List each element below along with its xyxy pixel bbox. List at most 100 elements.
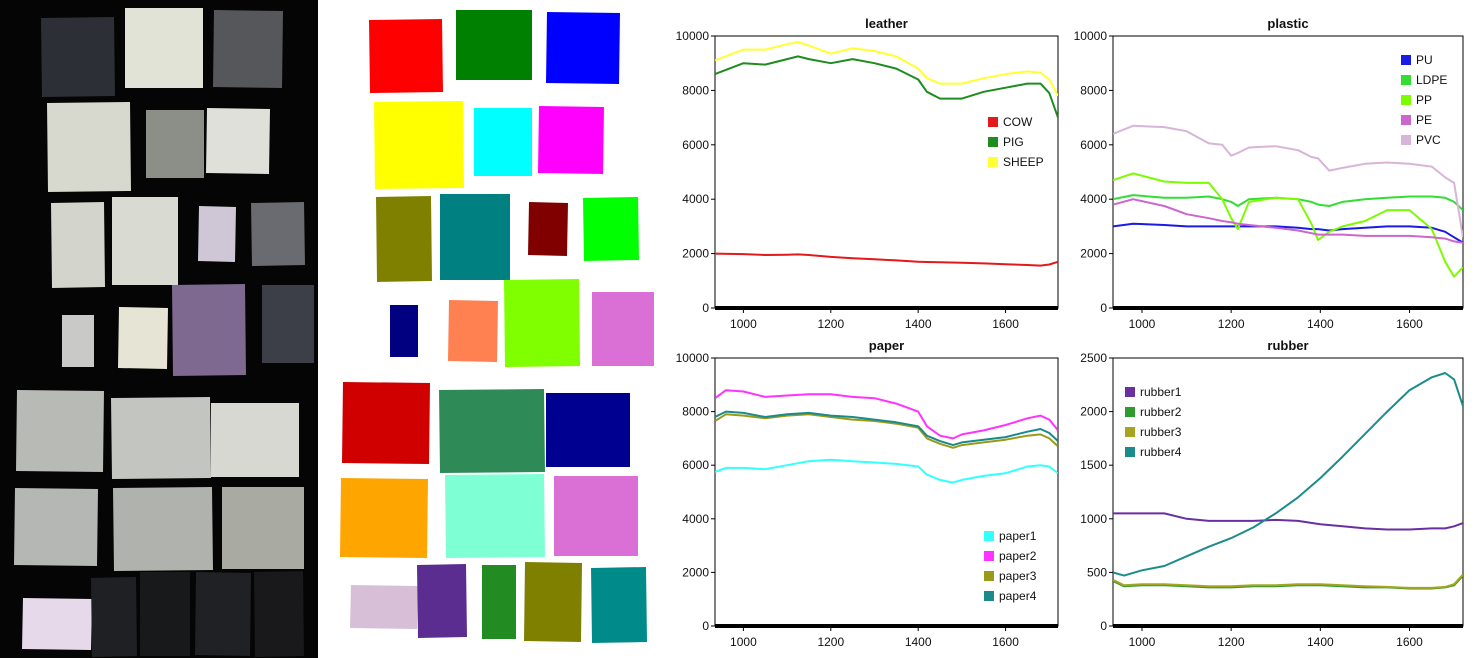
photo-sample-10 [251,202,305,266]
legend-label-pvc: PVC [1416,133,1441,147]
photo-sample-24 [195,572,251,656]
legend-label-rubber2: rubber2 [1140,405,1182,419]
series-line-paper2 [715,389,1058,440]
y-tick-label: 2000 [1080,405,1107,419]
y-tick-label: 6000 [682,138,709,152]
legend-swatch-rubber3 [1125,427,1135,437]
y-tick-label: 4000 [682,192,709,206]
mask-region-7 [376,196,432,282]
legend-label-rubber1: rubber1 [1140,385,1182,399]
chart-title: rubber [1267,338,1308,353]
chart-title: plastic [1267,16,1308,31]
chart-title: paper [869,338,904,353]
x-tick-label: 1000 [1129,317,1156,331]
y-tick-label: 6000 [682,458,709,472]
y-tick-label: 8000 [1080,83,1107,97]
legend-label-paper3: paper3 [999,569,1037,583]
mask-region-13 [504,279,580,367]
legend-label-paper4: paper4 [999,589,1037,603]
mask-region-4 [374,101,464,189]
mask-region-18 [340,478,428,558]
legend-label-cow: COW [1003,115,1033,129]
mask-region-25 [591,567,647,643]
y-tick-label: 8000 [682,405,709,419]
legend-label-pu: PU [1416,53,1433,67]
mask-region-17 [546,393,630,467]
y-tick-label: 1000 [1080,512,1107,526]
x-tick-label: 1400 [1307,317,1334,331]
legend-label-rubber4: rubber4 [1140,445,1182,459]
photo-sample-3 [213,10,283,88]
x-tick-label: 1600 [992,317,1019,331]
legend-swatch-rubber4 [1125,447,1135,457]
legend-swatch-paper3 [984,571,994,581]
chart-title: leather [865,16,908,31]
y-tick-label: 8000 [682,83,709,97]
mask-region-5 [474,108,532,176]
y-tick-label: 4000 [682,512,709,526]
y-tick-label: 4000 [1080,192,1107,206]
series-line-rubber1 [1113,512,1463,531]
series-line-rubber4 [1113,372,1463,577]
legend-swatch-pp [1401,95,1411,105]
legend-swatch-cow [988,117,998,127]
chart-leather: leather 0 2000 4000 6000 8000 10000 1000 1200 140… [676,16,1059,331]
legend-label-paper2: paper2 [999,549,1037,563]
photo-sample-12 [118,307,168,369]
mask-region-19 [445,474,545,558]
y-tick-label: 0 [702,619,709,633]
chart-rubber: rubber 0 500 1000 1500 2000 2500 1000 1200 1400 16… [1080,338,1464,649]
photo-sample-7 [51,202,105,288]
mask-region-15 [342,382,430,464]
mask-region-11 [390,305,418,357]
y-tick-label: 0 [702,301,709,315]
plot-frame [714,35,1059,309]
mask-region-21 [350,585,418,629]
photo-sample-17 [211,403,299,477]
x-tick-label: 1400 [1307,635,1334,649]
mask-region-2 [456,10,532,80]
x-tick-label: 1000 [730,317,757,331]
legend-swatch-pig [988,137,998,147]
series-line-pu [1113,222,1463,244]
y-tick-label: 2000 [1080,247,1107,261]
legend-swatch-pe [1401,115,1411,125]
mask-region-23 [482,565,516,639]
x-tick-label: 1200 [1218,317,1245,331]
mask-region-6 [538,106,604,174]
series-line-paper1 [715,458,1058,484]
legend-swatch-rubber2 [1125,407,1135,417]
x-tick-label: 1600 [1396,635,1423,649]
photo-sample-2 [125,8,203,88]
y-tick-label: 0 [1100,619,1107,633]
legend-swatch-sheep [988,157,998,167]
photo-sample-11 [62,315,94,367]
photo-sample-19 [113,487,213,571]
series-line-pp [1113,172,1463,278]
x-tick-label: 1000 [730,635,757,649]
mask-region-1 [369,19,443,93]
photo-sample-15 [16,390,104,472]
y-tick-label: 10000 [1074,29,1108,43]
legend-swatch-paper2 [984,551,994,561]
series-line-rubber2 [1113,574,1463,590]
legend-label-rubber3: rubber3 [1140,425,1182,439]
mask-region-12 [448,300,498,362]
y-tick-label: 6000 [1080,138,1107,152]
y-tick-label: 2000 [682,565,709,579]
legend-swatch-pu [1401,55,1411,65]
x-tick-label: 1400 [905,635,932,649]
y-tick-label: 10000 [676,351,710,365]
series-line-pvc [1113,124,1463,238]
photo-sample-21 [22,598,92,650]
photo-sample-13 [172,284,246,376]
mask-region-20 [554,476,638,556]
x-tick-label: 1200 [817,635,844,649]
mask-region-16 [439,389,545,473]
y-tick-label: 10000 [676,29,710,43]
x-tick-label: 1600 [992,635,1019,649]
plot-frame [714,357,1059,627]
sample-photo [0,0,318,658]
photo-sample-23 [140,572,190,656]
series-line-paper4 [715,410,1058,447]
